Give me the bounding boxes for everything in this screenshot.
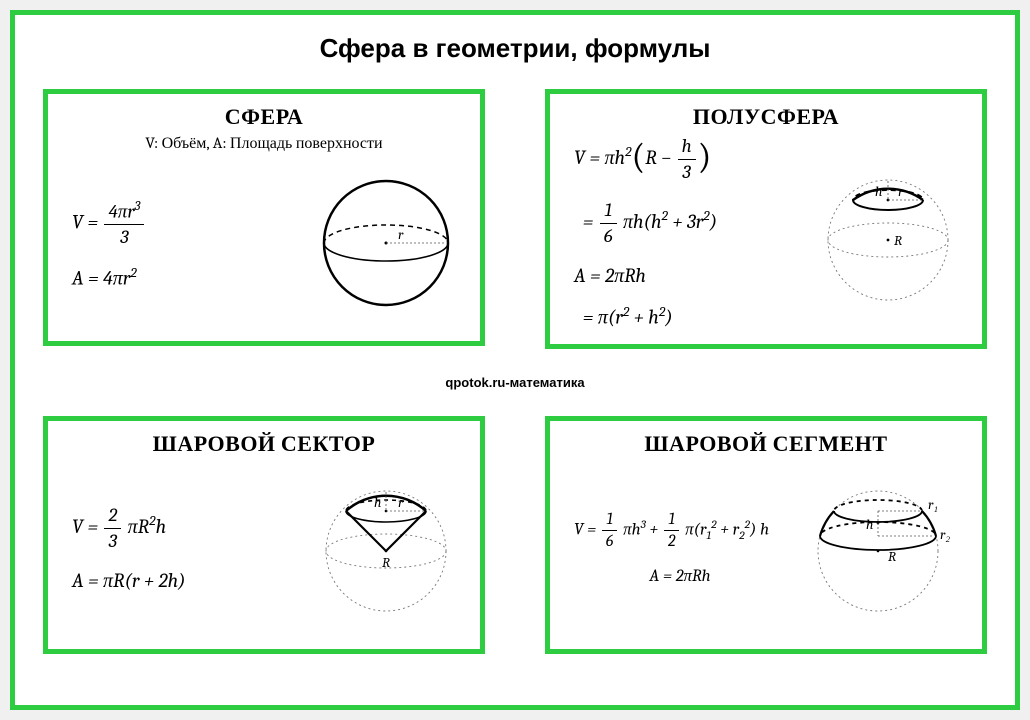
sphere-diagram: r <box>306 163 466 327</box>
card-segment-title: ШАРОВОЙ СЕГМЕНТ <box>564 431 968 457</box>
segment-f2: A = 2πRh <box>574 566 786 588</box>
card-sector-title: ШАРОВОЙ СЕКТОР <box>62 431 466 457</box>
cards-grid: СФЕРА V: Объём, A: Площадь поверхности V… <box>43 89 987 654</box>
card-segment: ШАРОВОЙ СЕГМЕНТ V = 16 πh3 + 12 π(r12 + … <box>545 416 987 654</box>
sphere-volume-formula: V = 4πr33 <box>72 198 294 250</box>
sphere-area-formula: A = 4πr2 <box>72 264 294 292</box>
segment-label-R: R <box>888 548 896 565</box>
card-sphere: СФЕРА V: Объём, A: Площадь поверхности V… <box>43 89 485 346</box>
segment-formulas: V = 16 πh3 + 12 π(r12 + r22) h A = 2πRh <box>564 509 786 588</box>
segment-label-r1: r₁ <box>928 496 938 513</box>
sector-diagram: h r R <box>306 461 466 635</box>
hemisphere-formulas: V = πh2(R − h3) = 16 πh(h2 + 3r2) A = 2π… <box>564 134 796 330</box>
card-sphere-title: СФЕРА <box>62 104 466 130</box>
hemisphere-label-h: h <box>875 183 882 200</box>
hemisphere-f2: = 16 πh(h2 + 3r2) <box>574 198 796 248</box>
hemisphere-label-R: R <box>894 232 902 249</box>
segment-diagram: h r₁ r₂ R <box>798 461 968 635</box>
hemisphere-f3: A = 2πRh <box>574 263 796 289</box>
sector-label-R: R <box>382 554 390 571</box>
sphere-label-r: r <box>398 226 404 243</box>
outer-frame: Сфера в геометрии, формулы СФЕРА V: Объё… <box>10 10 1020 710</box>
hemisphere-diagram: h r R <box>808 145 968 319</box>
card-hemisphere: ПОЛУСФЕРА V = πh2(R − h3) = 16 πh(h2 + 3… <box>545 89 987 349</box>
hemisphere-f1: V = πh2(R − h3) <box>574 134 796 184</box>
sector-f1: V = 23 πR2h <box>72 503 294 553</box>
sector-label-h: h <box>374 494 381 511</box>
hemisphere-label-r: r <box>898 183 904 200</box>
page-title: Сфера в геометрии, формулы <box>43 33 987 64</box>
sector-formulas: V = 23 πR2h A = πR(r + 2h) <box>62 503 294 593</box>
card-hemisphere-title: ПОЛУСФЕРА <box>564 104 968 130</box>
watermark: qpotok.ru-математика <box>43 369 987 396</box>
segment-label-r2: r₂ <box>940 526 950 543</box>
segment-f1: V = 16 πh3 + 12 π(r12 + r22) h <box>574 509 786 552</box>
card-sector: ШАРОВОЙ СЕКТОР V = 23 πR2h A = πR(r + 2h… <box>43 416 485 654</box>
sector-f2: A = πR(r + 2h) <box>72 568 294 594</box>
sector-label-r: r <box>398 494 404 511</box>
sphere-formulas: V = 4πr33 A = 4πr2 <box>62 198 294 291</box>
segment-label-h: h <box>866 516 873 533</box>
card-sphere-subtitle: V: Объём, A: Площадь поверхности <box>62 134 466 153</box>
hemisphere-f4: = π(r2 + h2) <box>574 303 796 331</box>
